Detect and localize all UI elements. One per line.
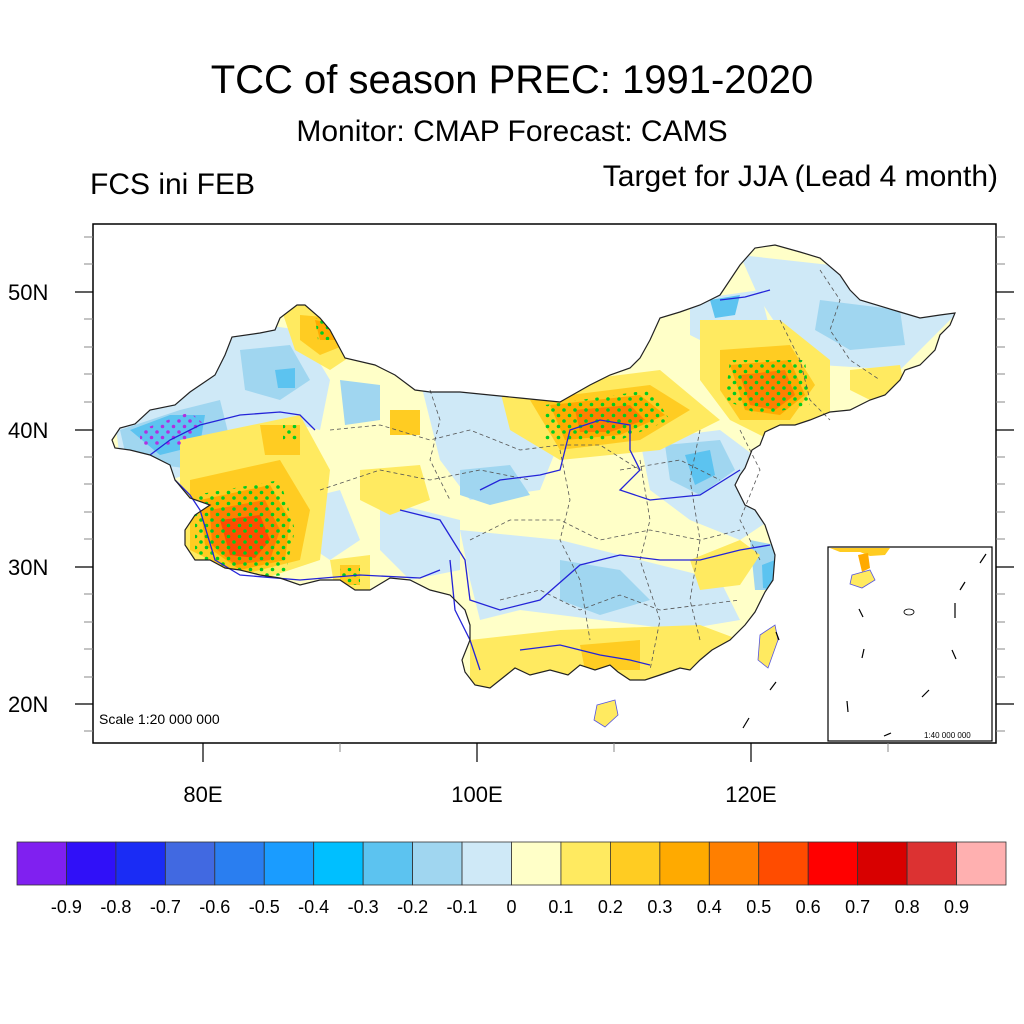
significance-stipple-positive [725, 360, 810, 415]
lat-major-ticks [75, 291, 1014, 705]
lon-tick-label: 80E [183, 782, 223, 807]
inset-leizhou [858, 553, 870, 572]
init-month-label: FCS ini FEB [90, 168, 256, 201]
colorbar-tick-label: -0.9 [50, 897, 82, 917]
colorbar-tick-label: -0.4 [298, 897, 330, 917]
chart-title: TCC of season PREC: 1991-2020 [210, 58, 814, 102]
field-blob [580, 640, 640, 670]
colorbar-swatch [16, 841, 67, 886]
significance-stipple-positive [283, 425, 297, 440]
field-blob [685, 450, 715, 485]
lat-tick-label: 30N [8, 555, 49, 580]
colorbar-swatch [115, 841, 166, 886]
colorbar-tick-label: 0.9 [944, 897, 970, 917]
significance-stipple-negative [140, 412, 205, 445]
colorbar-tick-label: -0.6 [199, 897, 231, 917]
chart-subtitle: Monitor: CMAP Forecast: CAMS [296, 115, 728, 148]
colorbar-tick-label: 0.8 [894, 897, 920, 917]
colorbar-tick-label: -0.3 [347, 897, 379, 917]
colorbar-tick-label: 0.7 [845, 897, 871, 917]
lat-tick-label: 50N [8, 280, 49, 305]
inset-scale-label: 1:40 000 000 [924, 731, 971, 740]
amur-river [719, 289, 771, 301]
colorbar-swatch [461, 841, 512, 886]
inset-mainland [830, 548, 890, 556]
lon-major-ticks [202, 743, 752, 762]
field-blob [710, 295, 740, 318]
field-blob [275, 368, 295, 388]
colorbar-swatch [807, 841, 859, 886]
colorbar-tick-label: 0.2 [597, 897, 623, 917]
colorbar-swatch [758, 841, 809, 886]
lon-tick-label: 120E [725, 782, 777, 807]
yarlung-river [174, 479, 441, 581]
colorbar-tick-label: 0.5 [746, 897, 772, 917]
lon-tick-label: 100E [451, 782, 503, 807]
field-blob [390, 410, 420, 435]
colorbar-tick-label: -0.5 [248, 897, 280, 917]
colorbar-swatch [66, 841, 117, 886]
colorbar-swatch [857, 841, 908, 886]
significance-stipple-positive [315, 318, 340, 340]
sea-boundary-marks [742, 631, 780, 729]
colorbar-tick-label: 0.3 [647, 897, 673, 917]
taiwan-island [757, 624, 779, 669]
colorbar-swatch [610, 841, 661, 886]
target-season-label: Target for JJA (Lead 4 month) [602, 160, 998, 193]
lat-tick-label: 20N [8, 692, 49, 717]
colorbar-swatch [906, 841, 957, 886]
significance-stipple-positive [340, 568, 360, 585]
field-blob [460, 465, 530, 505]
colorbar-swatch [560, 841, 611, 886]
colorbar-tick-label: -0.8 [100, 897, 132, 917]
field-blob [815, 300, 905, 350]
province-boundaries [319, 269, 881, 671]
inset-map [827, 546, 993, 742]
colorbar-swatch [263, 841, 315, 886]
colorbar-tick-label: -0.7 [149, 897, 181, 917]
colorbar-swatch [708, 841, 760, 886]
field-blob [690, 540, 760, 590]
lat-tick-label: 40N [8, 418, 49, 443]
colorbar-tick-label: 0.4 [696, 897, 722, 917]
colorbar-tick-label: -0.2 [397, 897, 429, 917]
colorbar-tick-label: 0.1 [548, 897, 574, 917]
colorbar-swatch [362, 841, 413, 886]
colorbar-swatch [313, 841, 364, 886]
mekong-river [449, 559, 481, 671]
colorbar-swatch [511, 841, 562, 886]
significance-stipple-positive [195, 480, 295, 580]
colorbar-swatch [214, 841, 265, 886]
yellow-river [479, 419, 741, 501]
field-blob [560, 560, 650, 615]
lon-minor-ticks [339, 743, 889, 752]
map-scale-label: Scale 1:20 000 000 [99, 711, 220, 727]
inset-hainan [849, 569, 876, 589]
colorbar [16, 841, 1007, 886]
colorbar-swatch [659, 841, 710, 886]
tarim-river [149, 411, 316, 456]
field-blob [360, 465, 430, 515]
colorbar-swatch [956, 841, 1007, 886]
hainan-island [593, 699, 619, 728]
colorbar-tick-label: 0 [506, 897, 517, 917]
lat-minor-ticks [84, 236, 1005, 732]
yangtze-river [399, 509, 771, 611]
colorbar-swatch [164, 841, 216, 886]
colorbar-tick-label: -0.1 [446, 897, 478, 917]
field-blob [340, 380, 380, 425]
rivers [149, 289, 771, 671]
colorbar-tick-label: 0.6 [795, 897, 821, 917]
colorbar-swatch [412, 841, 463, 886]
pearl-river [519, 644, 651, 666]
